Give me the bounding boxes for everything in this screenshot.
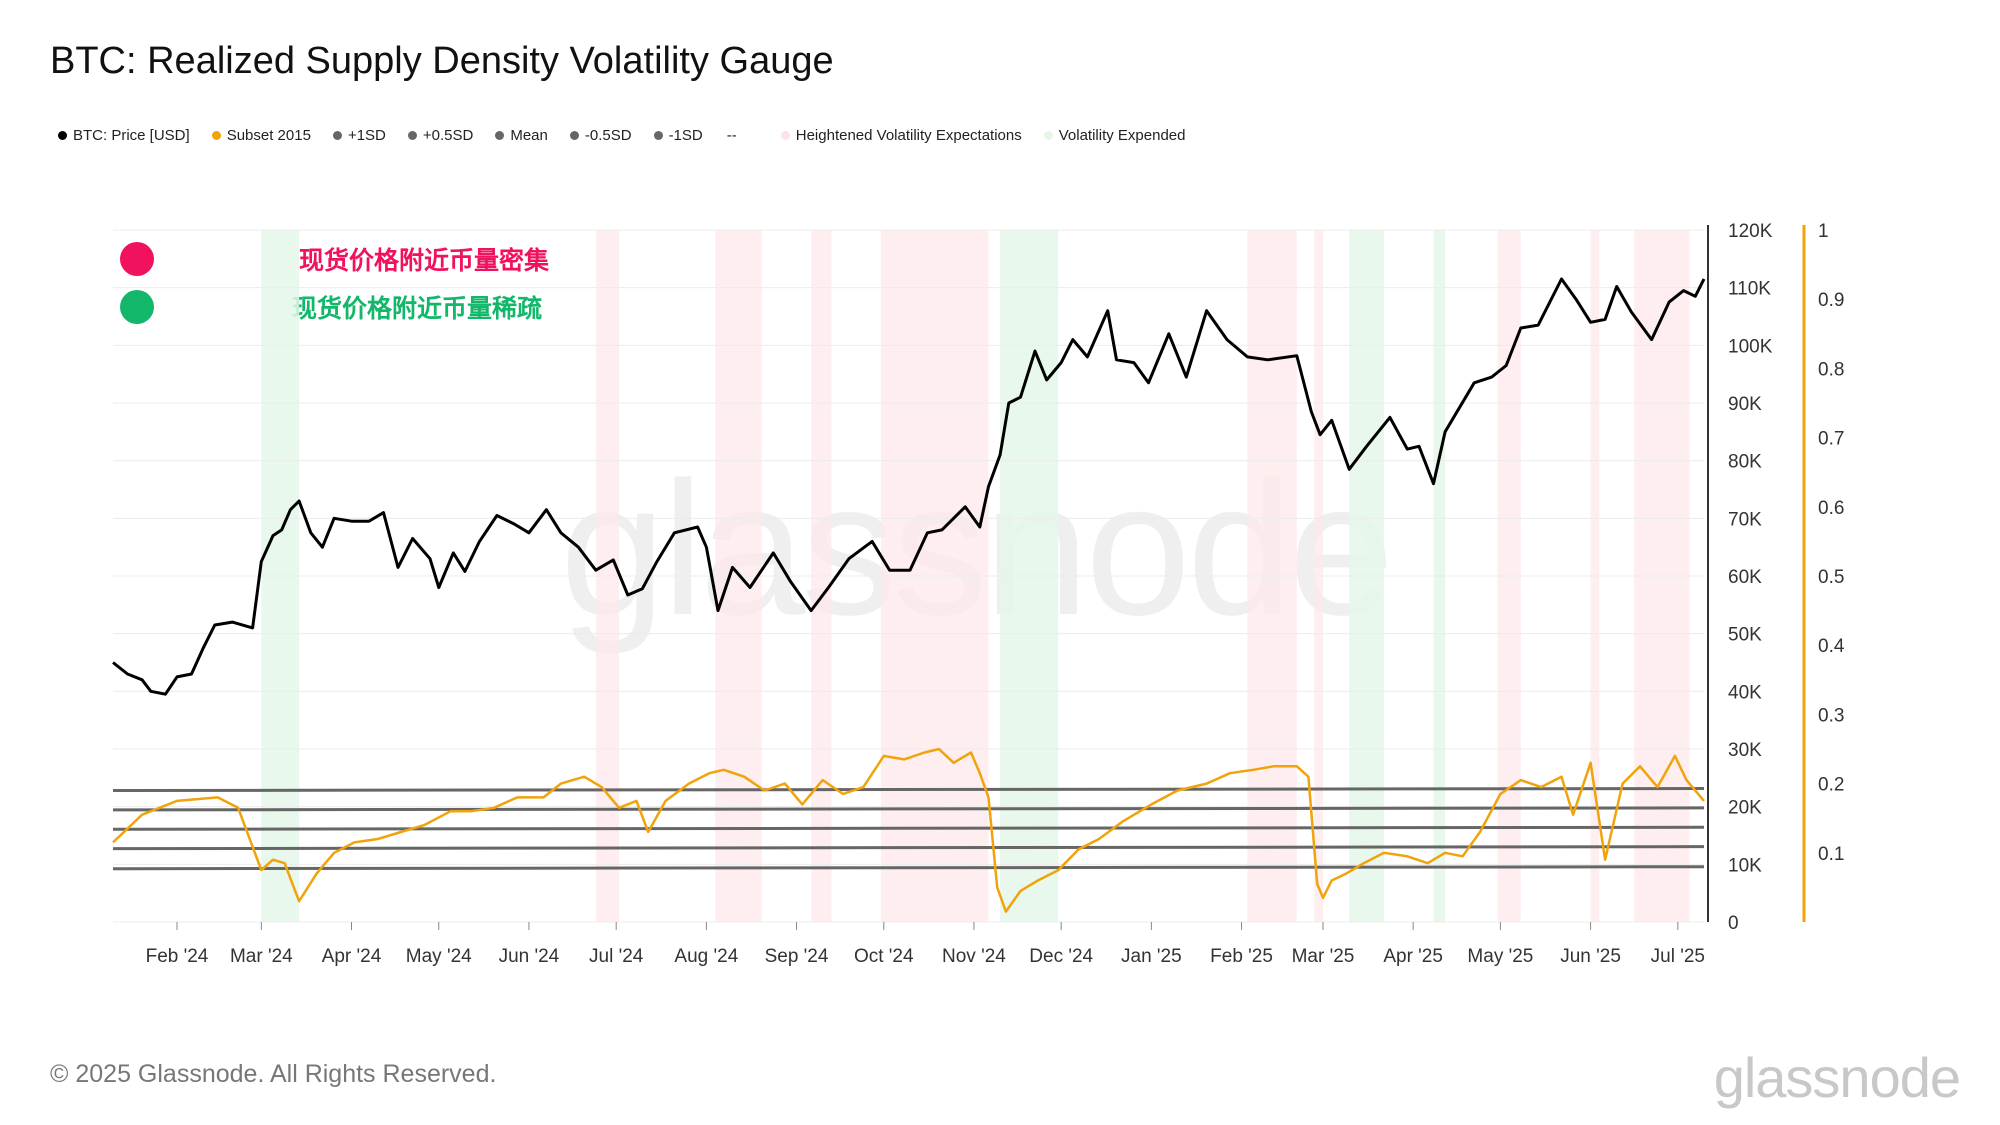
annotation-sparse-text: 现货价格附近币量稀疏 <box>292 295 543 323</box>
band-mean <box>112 825 1705 831</box>
x-axis-tick-label: Mar '25 <box>1292 946 1355 967</box>
y-axis-subset-tick: 0.8 <box>1818 359 1844 380</box>
chart-title: BTC: Realized Supply Density Volatility … <box>50 40 834 82</box>
legend-label: Subset 2015 <box>226 127 311 144</box>
legend-dash-label: -- <box>726 127 737 144</box>
legend-item[interactable]: Mean <box>495 127 548 144</box>
x-axis-tick-label: Apr '25 <box>1383 946 1443 967</box>
y-axis-subset-tick: 0.7 <box>1818 429 1844 450</box>
x-axis-tick-label: Jun '24 <box>499 946 560 967</box>
legend-label: BTC: Price [USD] <box>73 127 190 144</box>
green-circle-icon <box>120 290 154 324</box>
legend-item[interactable]: -0.5SD <box>569 127 632 144</box>
legend-dot-icon <box>407 131 417 140</box>
legend-label: +0.5SD <box>422 127 474 144</box>
legend-label: Volatility Expended <box>1058 127 1186 144</box>
legend-dot-icon <box>653 131 663 140</box>
annotation-box: 现货价格附近币量密集 现货价格附近币量稀疏 <box>120 235 549 331</box>
y-axis-price-tick: 40K <box>1728 682 1762 703</box>
y-axis-subset-tick: 0.3 <box>1818 705 1844 726</box>
legend-dot-icon <box>1043 131 1053 140</box>
legend-item[interactable]: +1SD <box>332 127 386 144</box>
band-plus-1sd <box>112 787 1705 793</box>
red-circle-icon <box>120 242 154 276</box>
x-axis-tick-label: Oct '24 <box>854 946 914 967</box>
y-axis-price-tick: 100K <box>1728 336 1773 357</box>
annotation-dense-text: 现货价格附近币量密集 <box>299 247 550 275</box>
y-axis-price-tick: 50K <box>1728 625 1762 646</box>
brand-logo: glassnode <box>1713 1046 1961 1109</box>
y-axis-subset-tick: 1 <box>1818 221 1829 242</box>
x-axis-tick-label: Dec '24 <box>1029 946 1093 967</box>
x-axis-tick-label: Mar '24 <box>230 946 293 967</box>
x-axis-tick-label: Feb '24 <box>146 946 209 967</box>
y-axis-price-tick: 110K <box>1728 279 1771 300</box>
y-axis-subset-tick: 0.6 <box>1818 498 1844 519</box>
y-axis-price-tick: 90K <box>1728 394 1762 415</box>
y-axis-price-tick: 30K <box>1728 740 1762 761</box>
x-axis-tick-label: Aug '24 <box>674 946 738 967</box>
copyright-footer: © 2025 Glassnode. All Rights Reserved. <box>50 1060 497 1088</box>
subset-2015-line <box>112 747 1705 913</box>
x-axis-tick-label: Jun '25 <box>1560 946 1621 967</box>
legend-label: -0.5SD <box>584 127 632 144</box>
legend-dot-icon <box>332 131 342 140</box>
legend-dot-icon <box>211 131 221 140</box>
y-axis-price-tick: 0 <box>1728 913 1739 934</box>
y-axis-price-tick: 60K <box>1728 567 1762 588</box>
y-axis-price-tick: 10K <box>1728 855 1762 876</box>
y-axis-subset-tick: 0.2 <box>1818 775 1844 796</box>
band-minus-1sd <box>112 865 1705 871</box>
x-axis-tick-label: Feb '25 <box>1210 946 1273 967</box>
y-axis-subset-tick: 0.9 <box>1818 290 1844 311</box>
legend-item[interactable]: BTC: Price [USD] <box>58 127 190 144</box>
legend-item[interactable]: Subset 2015 <box>211 127 311 144</box>
y-axis-subset-tick: 0.4 <box>1818 636 1845 657</box>
legend-item[interactable]: Heightened Volatility Expectations <box>780 127 1022 144</box>
legend-dot-icon <box>58 131 67 140</box>
btc-price-line <box>112 277 1706 696</box>
x-axis-tick-label: Sep '24 <box>765 946 829 967</box>
y-axis-subset-tick: 0.1 <box>1818 844 1844 865</box>
x-axis-tick-label: Jul '24 <box>589 946 644 967</box>
legend-item[interactable]: -1SD <box>653 127 703 144</box>
legend-dot-icon <box>569 131 579 140</box>
annotation-dense: 现货价格附近币量密集 <box>120 235 549 283</box>
legend-label: -1SD <box>668 127 703 144</box>
y-axis-price-tick: 80K <box>1728 452 1762 473</box>
x-axis-tick-label: May '25 <box>1467 946 1533 967</box>
legend-dot-icon <box>495 131 505 140</box>
x-axis-tick-label: Jul '25 <box>1651 946 1705 967</box>
legend-label: +1SD <box>347 127 386 144</box>
legend-item[interactable]: +0.5SD <box>407 127 474 144</box>
chart-legend: BTC: Price [USD] Subset 2015 +1SD +0.5SD Mea… <box>58 127 1208 144</box>
legend-item[interactable]: -- <box>725 127 759 144</box>
x-axis-tick-label: Apr '24 <box>322 946 382 967</box>
y-axis-price-tick: 120K <box>1728 221 1773 242</box>
annotation-sparse: 现货价格附近币量稀疏 <box>120 283 549 331</box>
legend-label: Mean <box>510 127 548 144</box>
y-axis-price-tick: 20K <box>1728 798 1762 819</box>
legend-item[interactable]: Volatility Expended <box>1043 127 1186 144</box>
band-minus-0-5sd <box>112 845 1705 851</box>
x-axis-tick-label: Nov '24 <box>942 946 1006 967</box>
y-axis-price-tick: 70K <box>1728 509 1762 530</box>
y-axis-subset-tick: 0.5 <box>1818 567 1844 588</box>
x-axis-tick-label: May '24 <box>406 946 472 967</box>
legend-label: Heightened Volatility Expectations <box>795 127 1022 144</box>
band-plus-0-5sd <box>112 806 1705 812</box>
x-axis-tick-label: Jan '25 <box>1121 946 1182 967</box>
legend-dot-icon <box>780 131 790 140</box>
